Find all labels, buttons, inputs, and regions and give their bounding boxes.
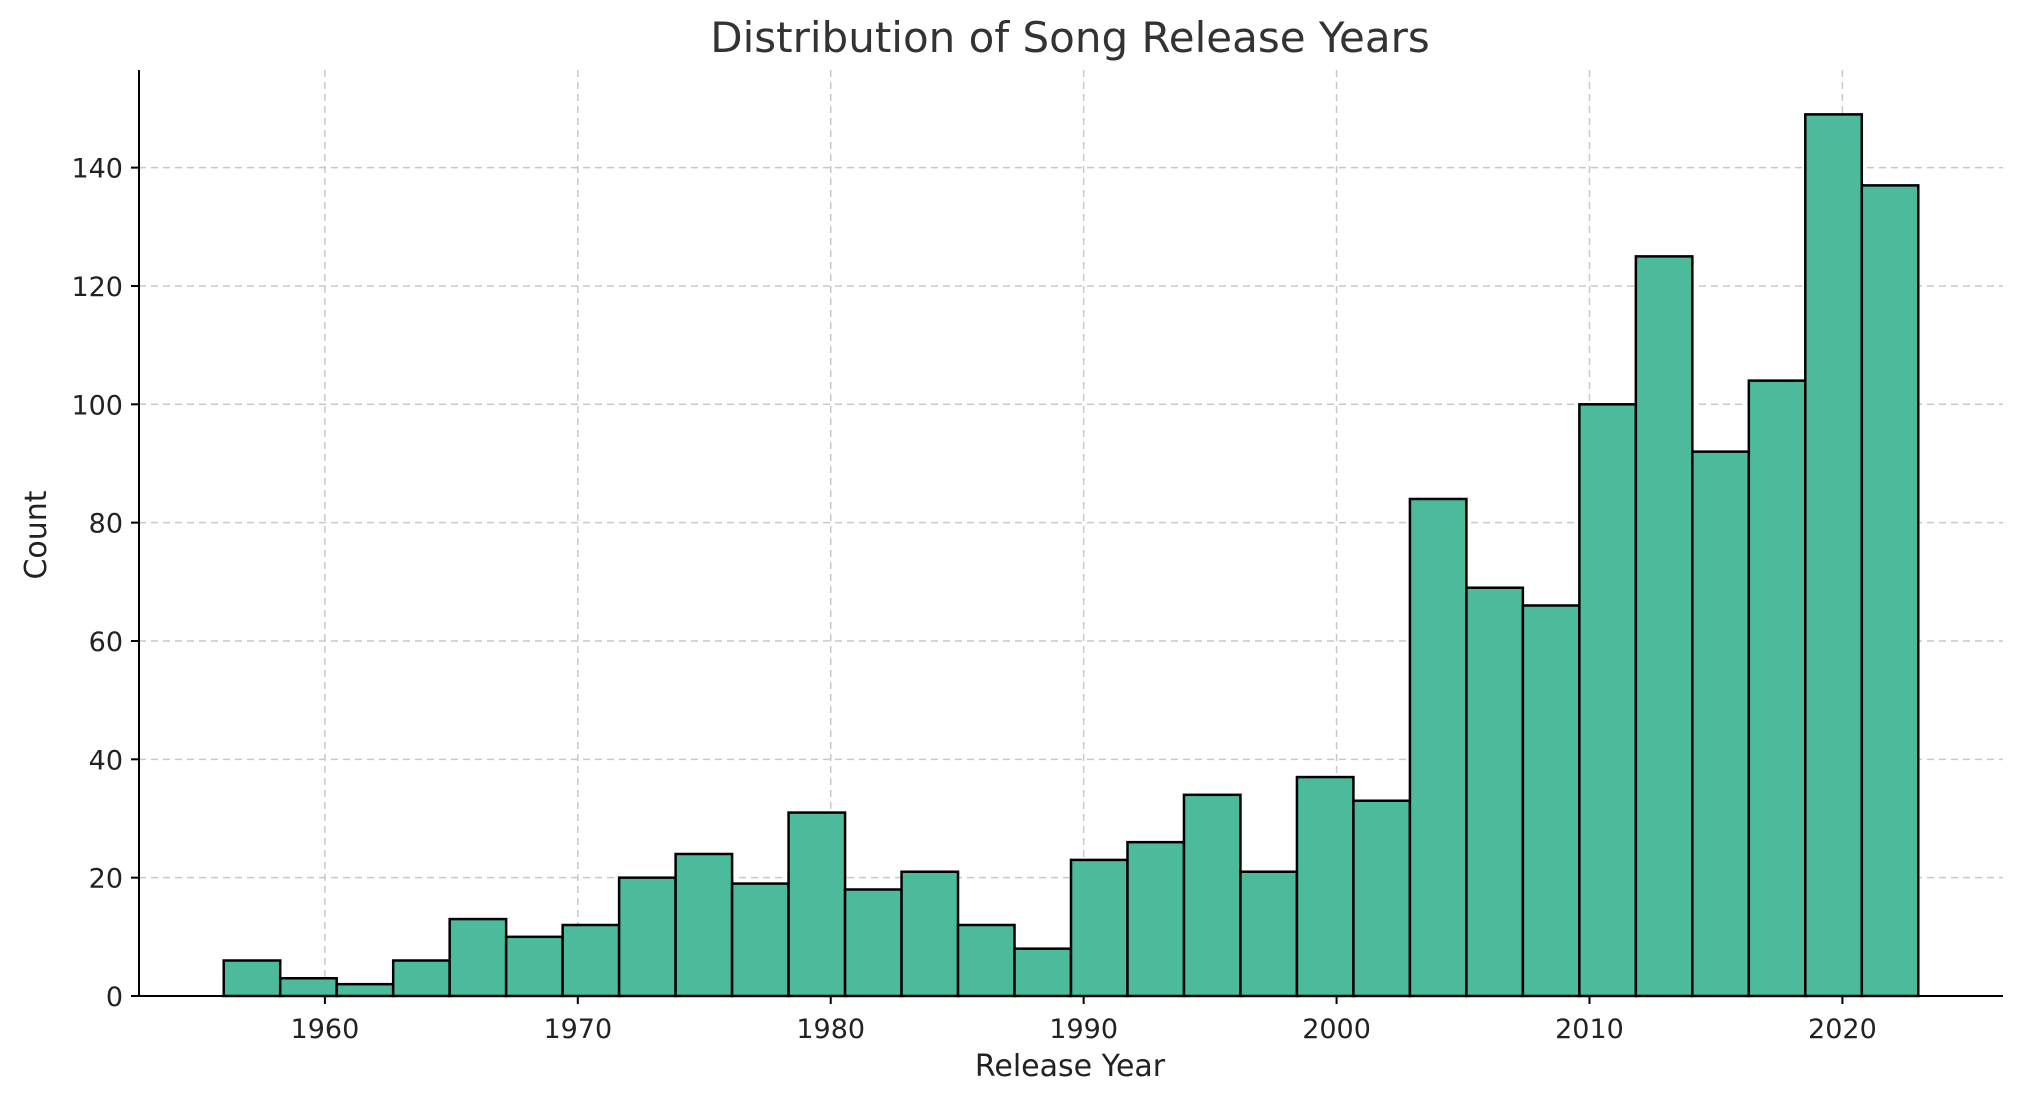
- x-tick-label: 1980: [796, 1014, 865, 1045]
- histogram-bar: [1069, 858, 1129, 998]
- y-tick-label: 0: [106, 982, 123, 1013]
- y-tick-label: 100: [71, 390, 123, 421]
- histogram-bar: [391, 959, 451, 998]
- histogram-bar: [1465, 586, 1525, 998]
- histogram-bar: [900, 870, 960, 998]
- histogram-bar: [1747, 379, 1807, 998]
- histogram-bar: [561, 923, 621, 998]
- histogram-bar: [843, 888, 903, 998]
- histogram-bar: [504, 935, 564, 998]
- histogram-bar: [1578, 403, 1638, 998]
- axes-layer: [138, 70, 2003, 997]
- histogram-bar: [1239, 870, 1299, 998]
- x-tick-label: 1990: [1049, 1014, 1118, 1045]
- x-tick-label: 2010: [1555, 1014, 1624, 1045]
- histogram-bar: [335, 982, 395, 998]
- histogram-bar: [1408, 497, 1468, 998]
- y-tick-label: 140: [71, 154, 123, 185]
- histogram-bar: [222, 959, 282, 998]
- histogram-bar: [1295, 775, 1355, 998]
- x-axis-label: Release Year: [975, 1049, 1166, 1084]
- x-tick-label: 1970: [543, 1014, 612, 1045]
- histogram-bar: [1013, 947, 1073, 998]
- x-tick-label: 2020: [1808, 1014, 1877, 1045]
- histogram-bar: [787, 811, 847, 998]
- histogram-bar: [1126, 840, 1186, 998]
- histogram-bar: [730, 882, 790, 998]
- histogram-bar: [448, 917, 508, 998]
- histogram-bar: [278, 976, 338, 998]
- y-tick-label: 20: [89, 864, 123, 895]
- y-tick-label: 80: [89, 509, 123, 540]
- histogram-bar: [1804, 113, 1864, 998]
- y-axis-label: Count: [19, 490, 54, 579]
- histogram-bar: [1352, 799, 1412, 998]
- histogram-bar: [1860, 184, 1920, 998]
- histogram-bar: [674, 852, 734, 998]
- y-tick-label: 120: [71, 272, 123, 303]
- histogram-bar: [956, 923, 1016, 998]
- ticks-layer: 1960 1970 1980 1990 2000 2010 2020 0 20 40 60 80 100…: [71, 154, 1876, 1045]
- histogram-bar: [1634, 255, 1694, 998]
- y-tick-label: 40: [89, 745, 123, 776]
- histogram-bar: [1182, 793, 1242, 998]
- y-tick-label: 60: [89, 627, 123, 658]
- histogram-bar: [617, 876, 677, 998]
- bars-layer: [222, 113, 1920, 998]
- x-tick-label: 1960: [291, 1014, 360, 1045]
- histogram-bar: [1691, 450, 1751, 998]
- x-tick-label: 2000: [1302, 1014, 1371, 1045]
- chart-title: Distribution of Song Release Years: [710, 13, 1429, 62]
- histogram-bar: [1521, 604, 1581, 998]
